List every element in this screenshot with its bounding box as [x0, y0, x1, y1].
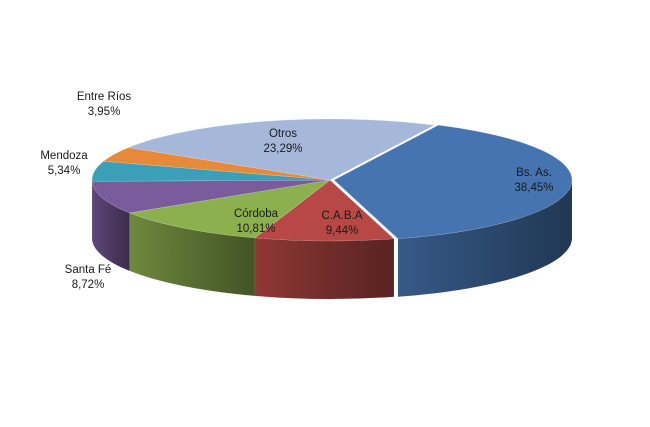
slice-bs-as: [333, 124, 573, 240]
slice-label-santa-fe: Santa Fé: [65, 264, 112, 276]
slice-value-mendoza: 5,34%: [48, 165, 81, 177]
pie-labels: Bs. As. 38,45% C.A.B.A 9,44% Córdoba 10,81% Sa…: [40, 91, 553, 291]
slice-value-santa-fe: 8,72%: [72, 279, 105, 291]
data-label-cordoba: Córdoba 10,81%: [234, 208, 279, 235]
slice-value-otros: 23,29%: [263, 143, 302, 155]
slice-value-cordoba: 10,81%: [236, 223, 275, 235]
data-label-otros: Otros 23,29%: [263, 128, 302, 155]
slice-side-bs-as: [397, 180, 572, 297]
slice-side-cordoba: [129, 212, 255, 296]
slice-value-c-a-b-a: 9,44%: [326, 225, 359, 237]
slice-entre-rios: [102, 147, 331, 181]
slice-label-entre-rios: Entre Ríos: [77, 91, 132, 103]
slice-value-bs-as: 38,45%: [514, 182, 553, 194]
slice-otros: [127, 118, 436, 181]
slice-label-mendoza: Mendoza: [40, 150, 88, 162]
data-label-mendoza: Mendoza 5,34%: [40, 150, 88, 177]
slice-value-entre-rios: 3,95%: [88, 106, 121, 118]
slice-label-c-a-b-a: C.A.B.A: [322, 210, 363, 222]
slice-label-cordoba: Córdoba: [234, 208, 279, 220]
pie-tops: [91, 118, 573, 242]
slice-label-bs-as: Bs. As.: [516, 167, 552, 179]
slice-side-c-a-b-a: [254, 237, 394, 299]
slice-santa-fe: [91, 179, 331, 214]
data-label-bs-as: Bs. As. 38,45%: [514, 167, 553, 194]
slice-label-otros: Otros: [269, 128, 297, 140]
slice-cordoba: [128, 179, 331, 239]
slice-side-santa-fe: [92, 181, 130, 271]
data-label-entre-rios: Entre Ríos 3,95%: [77, 91, 132, 118]
slice-mendoza: [91, 160, 331, 182]
data-label-c-a-b-a: C.A.B.A 9,44%: [322, 210, 363, 237]
slice-c-a-b-a: [254, 179, 395, 242]
pie-sides: [92, 180, 572, 299]
data-label-santa-fe: Santa Fé 8,72%: [65, 264, 112, 291]
